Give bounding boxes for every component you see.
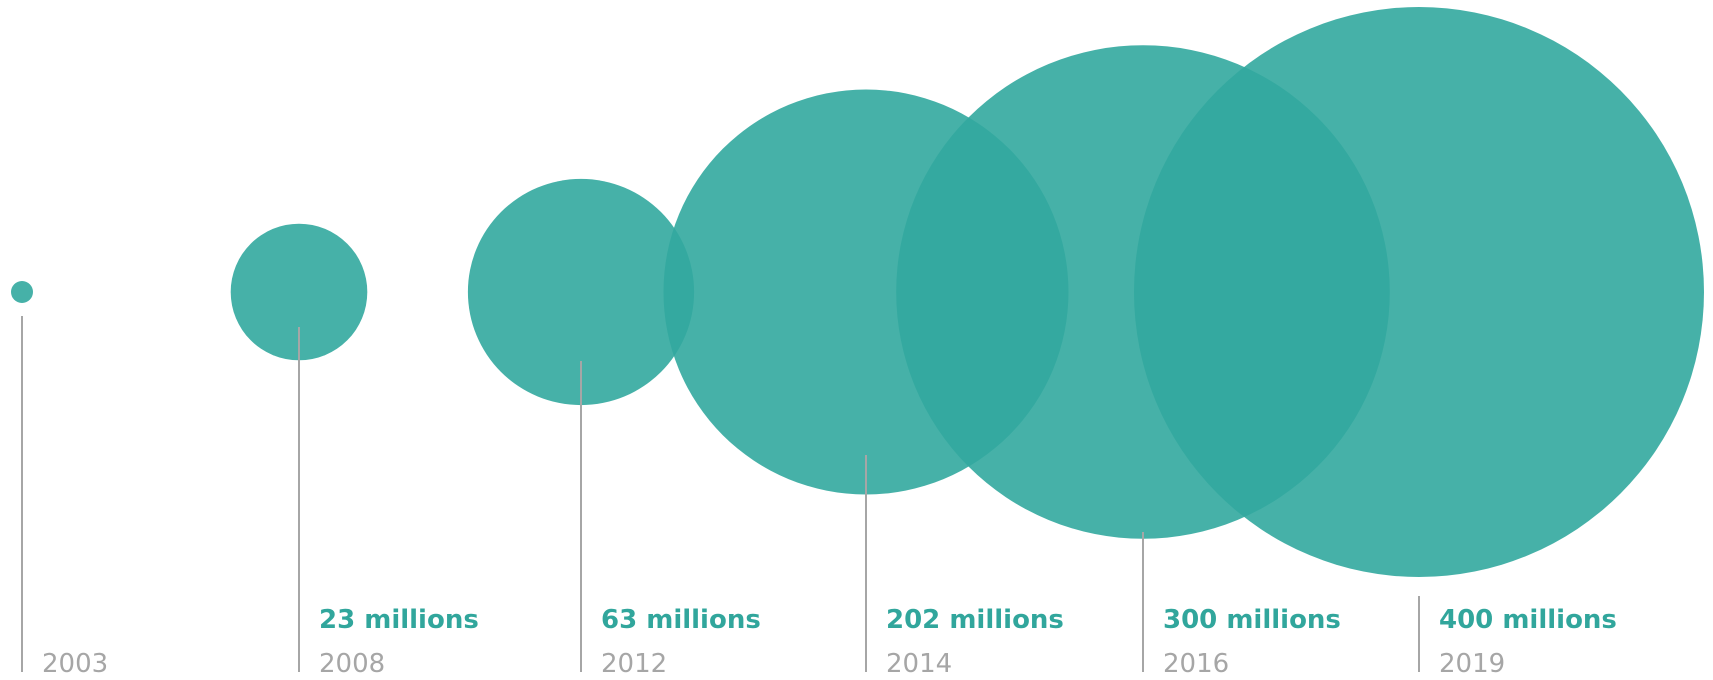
bubble-2003 [11, 281, 33, 303]
bubble-2019 [1134, 7, 1704, 577]
value-label-2014: 202 millions [886, 605, 1064, 635]
year-label-2019: 2019 [1439, 649, 1505, 679]
value-label-2008: 23 millions [319, 605, 479, 635]
bubble-2012 [467, 178, 695, 406]
labels-layer: 2003 2008 23 millions 2012 63 millions 2014 20… [42, 605, 1617, 679]
year-label-2014: 2014 [886, 649, 952, 679]
bubble-2008 [230, 223, 368, 361]
year-label-2012: 2012 [601, 649, 667, 679]
value-label-2016: 300 millions [1163, 605, 1341, 635]
value-label-2019: 400 millions [1439, 605, 1617, 635]
value-label-2012: 63 millions [601, 605, 761, 635]
bubbles-layer [11, 7, 1704, 577]
stems-layer [21, 316, 1420, 672]
year-label-2008: 2008 [319, 649, 385, 679]
year-label-2016: 2016 [1163, 649, 1229, 679]
year-label-2003: 2003 [42, 649, 108, 679]
